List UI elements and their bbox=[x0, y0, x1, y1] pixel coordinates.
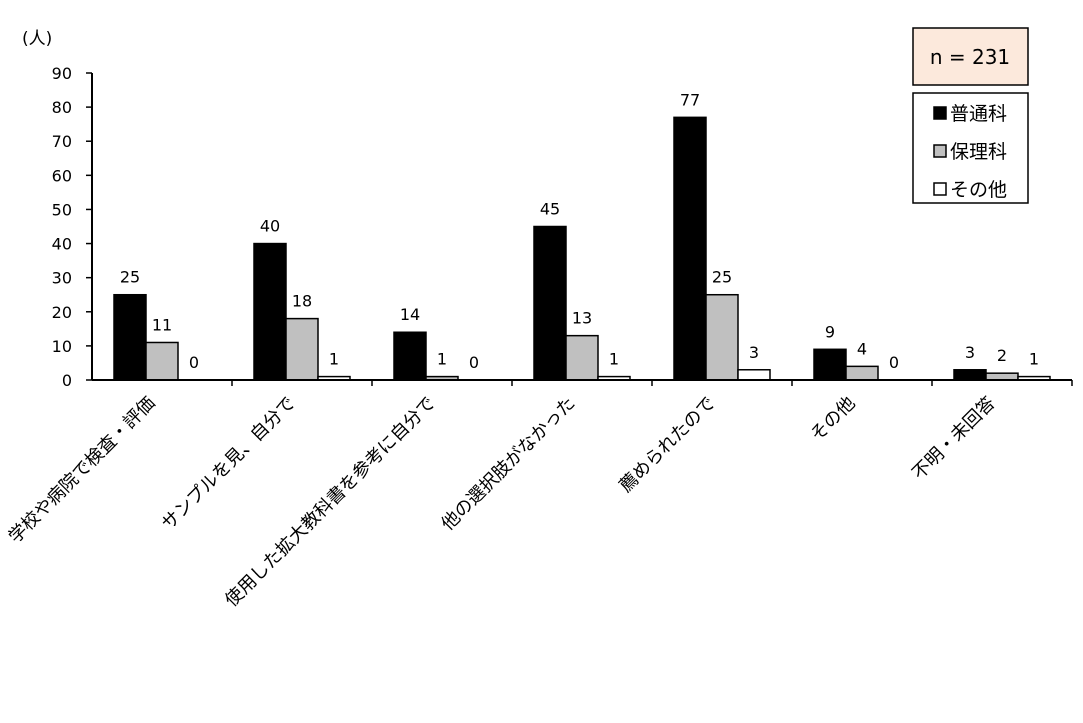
data-label: 25 bbox=[712, 268, 732, 287]
data-label: 3 bbox=[965, 343, 975, 362]
bar bbox=[985, 372, 1019, 381]
y-axis-label: (人) bbox=[22, 29, 52, 49]
data-label: 1 bbox=[1029, 350, 1039, 369]
y-tick-label: 80 bbox=[52, 98, 72, 117]
y-tick-label: 50 bbox=[52, 200, 72, 219]
data-label: 11 bbox=[152, 315, 172, 334]
bar bbox=[253, 242, 287, 381]
data-label: 0 bbox=[189, 353, 199, 372]
legend-swatch bbox=[933, 144, 947, 158]
y-tick-label: 60 bbox=[52, 166, 72, 185]
x-tick-label: 学校や病院で検査・評価 bbox=[5, 393, 160, 548]
x-tick-label: 不明・未回答 bbox=[908, 393, 999, 484]
y-tick-label: 90 bbox=[52, 64, 72, 83]
data-label: 14 bbox=[400, 305, 420, 324]
bar bbox=[953, 369, 987, 381]
data-label: 18 bbox=[292, 292, 312, 311]
y-tick-label: 20 bbox=[52, 303, 72, 322]
bar bbox=[845, 365, 879, 381]
bar bbox=[285, 317, 319, 381]
legend-label: その他 bbox=[950, 179, 1007, 201]
y-tick-label: 40 bbox=[52, 235, 72, 254]
n-annotation-text: n = 231 bbox=[930, 45, 1010, 69]
data-label: 9 bbox=[825, 322, 835, 341]
data-label: 25 bbox=[120, 268, 140, 287]
legend-label: 保理科 bbox=[950, 141, 1007, 163]
data-label: 1 bbox=[437, 350, 447, 369]
n-annotation: n = 231 bbox=[912, 27, 1029, 86]
data-label: 40 bbox=[260, 217, 280, 236]
bar bbox=[737, 369, 771, 381]
x-tick-label: 他の選択肢がなかった bbox=[437, 393, 579, 535]
y-tick-label: 10 bbox=[52, 337, 72, 356]
legend-swatch bbox=[933, 106, 947, 120]
legend-label: 普通科 bbox=[950, 103, 1007, 125]
bar bbox=[533, 225, 567, 381]
bar bbox=[113, 293, 147, 381]
data-label: 1 bbox=[329, 350, 339, 369]
bar bbox=[565, 334, 599, 381]
x-tick-label: サンプルを見、自分で bbox=[158, 393, 300, 535]
bar bbox=[705, 293, 739, 381]
bar bbox=[393, 331, 427, 381]
y-tick-label: 30 bbox=[52, 269, 72, 288]
bar bbox=[813, 348, 847, 381]
data-label: 0 bbox=[469, 353, 479, 372]
data-label: 1 bbox=[609, 350, 619, 369]
data-label: 77 bbox=[680, 90, 700, 109]
y-tick-label: 70 bbox=[52, 132, 72, 151]
data-label: 3 bbox=[749, 343, 759, 362]
x-tick-label: その他 bbox=[807, 393, 860, 446]
legend-swatch bbox=[933, 182, 947, 196]
bar bbox=[145, 341, 179, 381]
data-label: 45 bbox=[540, 200, 560, 219]
data-label: 2 bbox=[997, 346, 1007, 365]
x-tick-label: 薦められたので bbox=[616, 393, 720, 497]
y-tick-label: 0 bbox=[62, 371, 72, 390]
data-label: 4 bbox=[857, 339, 867, 358]
bar bbox=[673, 116, 707, 381]
data-label: 0 bbox=[889, 353, 899, 372]
data-label: 13 bbox=[572, 309, 592, 328]
